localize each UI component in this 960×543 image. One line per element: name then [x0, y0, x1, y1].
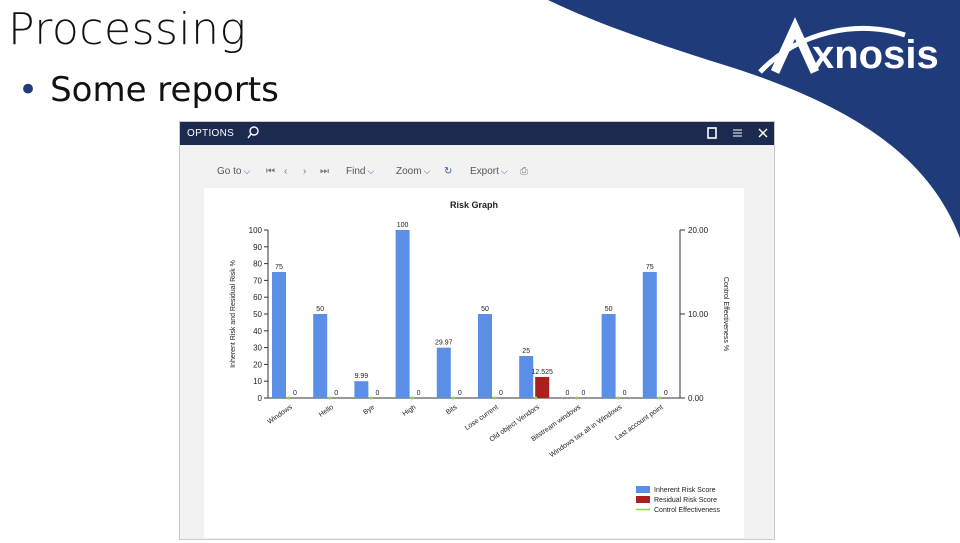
logo-a-glyph — [770, 17, 820, 74]
next-page-icon[interactable]: › — [303, 166, 307, 177]
y-tick-label: 100 — [249, 226, 263, 235]
goto-menu[interactable]: Go to ⌵ — [217, 166, 251, 177]
x-tick-label: Bye — [362, 404, 376, 417]
residual-risk-value-label: 0 — [664, 390, 668, 397]
chevron-down-icon: ⌵ — [367, 166, 375, 176]
control-effectiveness-point — [410, 396, 414, 400]
inherent-risk-bar — [478, 314, 492, 398]
control-effectiveness-point — [328, 396, 332, 400]
control-effectiveness-point — [616, 396, 620, 400]
x-tick-label: Bits — [445, 404, 459, 417]
legend-swatch — [636, 496, 650, 503]
inherent-risk-value-label: 0 — [565, 390, 569, 397]
find-menu[interactable]: Find ⌵ — [346, 166, 375, 177]
inherent-risk-bar — [642, 272, 657, 398]
residual-risk-value-label: 0 — [581, 390, 585, 397]
search-icon[interactable] — [246, 125, 262, 141]
y-tick-label: 60 — [253, 293, 262, 302]
inherent-risk-value-label: 50 — [481, 306, 489, 313]
control-effectiveness-point — [493, 396, 497, 400]
office-icon[interactable] — [704, 125, 720, 141]
inherent-risk-bar — [601, 314, 616, 398]
x-tick-label: Lose current — [464, 404, 500, 432]
y-tick-label: 0 — [258, 394, 263, 403]
zoom-menu[interactable]: Zoom ⌵ — [396, 166, 431, 177]
inherent-risk-bar — [354, 381, 369, 398]
chart-title: Risk Graph — [450, 200, 498, 210]
x-tick-label: Windows — [266, 404, 294, 426]
inherent-risk-bar — [436, 347, 451, 398]
inherent-risk-value-label: 50 — [605, 306, 613, 313]
expand-icon[interactable] — [730, 125, 746, 141]
y-tick-label: 70 — [253, 276, 262, 285]
inherent-risk-value-label: 50 — [316, 306, 324, 313]
inherent-risk-value-label: 29.97 — [435, 340, 453, 347]
x-tick-label: High — [402, 404, 418, 418]
y2-tick-label: 0.00 — [688, 394, 704, 403]
residual-risk-value-label: 0 — [334, 390, 338, 397]
y2-tick-label: 10.00 — [688, 310, 709, 319]
print-icon[interactable]: ⎙ — [520, 166, 528, 177]
residual-risk-value-label: 0 — [417, 390, 421, 397]
legend-label: Inherent Risk Score — [654, 487, 716, 494]
window-title: OPTIONS — [187, 128, 235, 139]
residual-risk-value-label: 0 — [623, 390, 627, 397]
residual-risk-value-label: 0 — [293, 390, 297, 397]
report-window: OPTIONS Go to ⌵ ⏮ ‹ › ⏭ Find ⌵ Zoom ⌵ ↻ Exp… — [179, 121, 775, 540]
inherent-risk-bar — [395, 230, 410, 398]
y-tick-label: 10 — [253, 377, 262, 386]
residual-risk-value-label: 12.525 — [531, 369, 553, 376]
y-tick-label: 40 — [253, 327, 262, 336]
inherent-risk-bar — [272, 272, 286, 398]
chevron-down-icon: ⌵ — [423, 166, 431, 176]
y-tick-label: 30 — [253, 344, 262, 353]
residual-risk-value-label: 0 — [499, 390, 503, 397]
bullet-text: Some reports — [50, 70, 279, 110]
y-tick-label: 90 — [253, 243, 262, 252]
bullet-item: • Some reports — [18, 70, 279, 110]
close-icon[interactable] — [755, 125, 771, 141]
export-menu[interactable]: Export ⌵ — [470, 166, 508, 177]
slide-title: Processing — [8, 4, 247, 55]
control-effectiveness-point — [657, 396, 661, 400]
y-tick-label: 20 — [253, 360, 262, 369]
x-tick-label: Windows tax all in Windows — [549, 404, 624, 460]
control-effectiveness-point — [451, 396, 455, 400]
inherent-risk-bar — [519, 356, 534, 398]
last-page-icon[interactable]: ⏭ — [320, 166, 329, 177]
y-tick-label: 80 — [253, 260, 262, 269]
risk-graph-chart: Risk Graph 0 10 20 30 40 50 60 70 80 90 100 0.00 10.0… — [230, 200, 729, 514]
chevron-down-icon: ⌵ — [500, 166, 508, 176]
refresh-icon[interactable]: ↻ — [444, 166, 453, 177]
y2-tick-label: 20.00 — [688, 226, 709, 235]
y-tick-label: 50 — [253, 310, 262, 319]
residual-risk-value-label: 0 — [375, 390, 379, 397]
control-effectiveness-point — [369, 396, 373, 400]
inherent-risk-value-label: 9.99 — [355, 373, 369, 380]
inherent-risk-value-label: 100 — [397, 222, 409, 229]
inherent-risk-bar — [313, 314, 328, 398]
previous-page-icon[interactable]: ‹ — [284, 166, 288, 177]
logo-arc — [758, 25, 906, 74]
report-page: Risk Graph 0 10 20 30 40 50 60 70 80 90 100 0.00 10.0… — [204, 188, 744, 538]
legend-label: Residual Risk Score — [654, 497, 717, 504]
control-effectiveness-point — [534, 396, 538, 400]
inherent-risk-value-label: 25 — [522, 348, 530, 355]
logo-text: xnosis — [812, 33, 939, 77]
control-effectiveness-point — [575, 396, 579, 400]
inherent-risk-value-label: 75 — [646, 264, 654, 271]
chevron-down-icon: ⌵ — [243, 166, 251, 176]
y2-axis-title: Control Effectiveness % — [722, 277, 729, 351]
first-page-icon[interactable]: ⏮ — [266, 166, 275, 177]
residual-risk-bar — [535, 376, 550, 398]
x-tick-label: Hello — [318, 404, 335, 419]
inherent-risk-value-label: 75 — [275, 264, 283, 271]
legend-label: Control Effectiveness — [654, 507, 721, 514]
control-effectiveness-point — [287, 396, 291, 400]
window-titlebar: OPTIONS — [180, 122, 774, 145]
residual-risk-value-label: 0 — [458, 390, 462, 397]
legend-swatch — [636, 486, 650, 493]
bullet-dot: • — [18, 70, 39, 110]
y-axis-title: Inherent Risk and Residual Risk % — [230, 260, 237, 368]
